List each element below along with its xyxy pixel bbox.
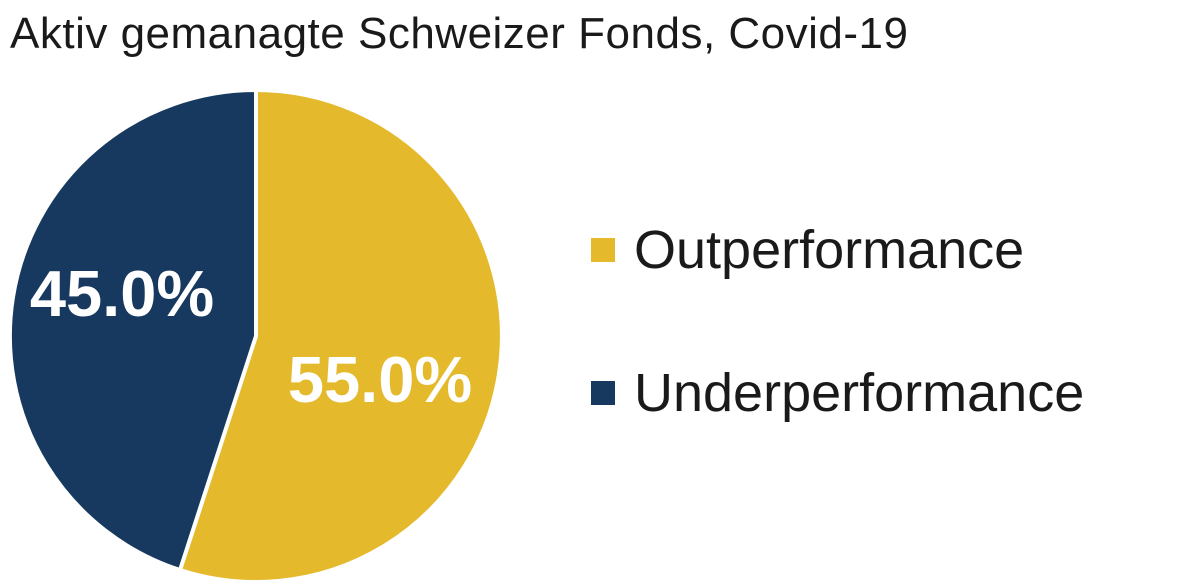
legend-swatch-outperformance — [591, 238, 615, 262]
legend-swatch-underperformance — [591, 381, 615, 405]
legend-item-underperformance: Underperformance — [591, 363, 1084, 423]
legend-label-underperformance: Underperformance — [634, 363, 1085, 423]
legend-item-outperformance: Outperformance — [591, 220, 1084, 280]
pie-slice-underperformance — [7, 88, 258, 572]
pie-slice-outperformance — [178, 88, 504, 584]
legend-swatch-underperformance-rect — [591, 381, 615, 405]
pie-label-underperformance: 45.0% — [30, 257, 214, 330]
pie-label-outperformance: 55.0% — [288, 343, 472, 416]
legend-swatch-outperformance-rect — [591, 238, 615, 262]
chart-title: Aktiv gemanagte Schweizer Fonds, Covid-1… — [10, 9, 909, 58]
legend-label-outperformance: Outperformance — [634, 220, 1025, 280]
legend: Outperformance Underperformance — [591, 220, 1084, 423]
